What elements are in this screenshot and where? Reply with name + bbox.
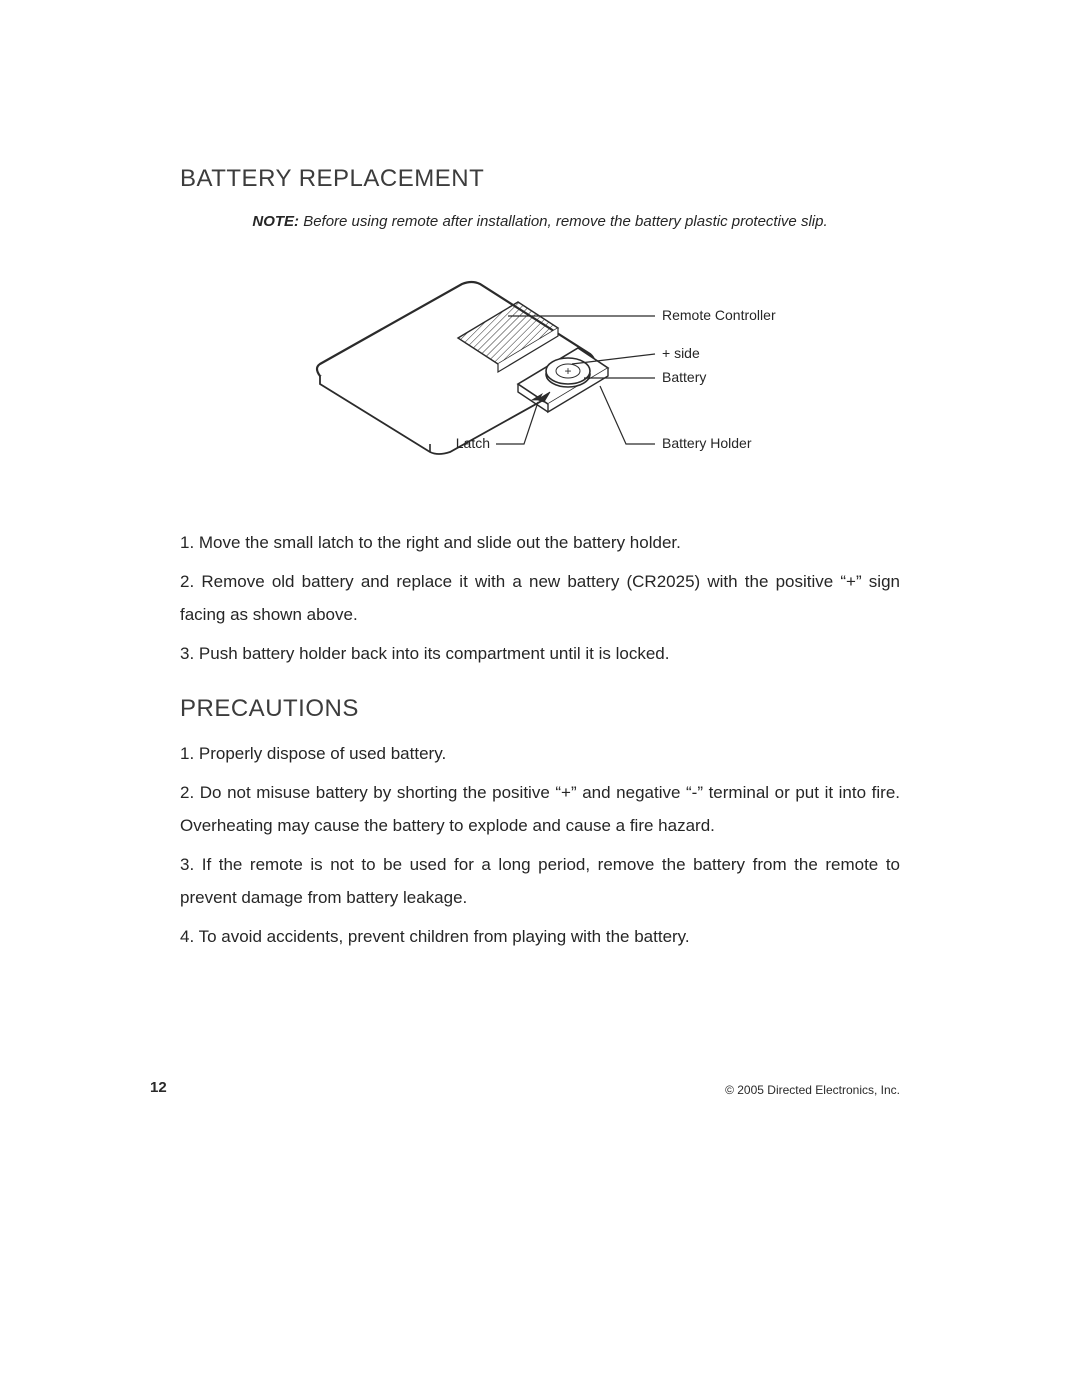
section1-steps: 1. Move the small latch to the right and… <box>180 526 900 671</box>
battery-diagram: + Remote Controller + side <box>280 244 800 494</box>
note-text: Before using remote after installation, … <box>299 213 828 230</box>
note-line: NOTE: Before using remote after installa… <box>180 213 900 230</box>
page: BATTERY REPLACEMENT NOTE: Before using r… <box>0 0 1080 1397</box>
label-plus-side: + side <box>662 345 700 361</box>
precaution-3: 3. If the remote is not to be used for a… <box>180 848 900 914</box>
label-remote-controller: Remote Controller <box>662 307 776 323</box>
label-battery-holder: Battery Holder <box>662 435 752 451</box>
label-latch: Latch <box>456 435 490 451</box>
heading-battery-replacement: BATTERY REPLACEMENT <box>180 165 900 193</box>
precaution-2: 2. Do not misuse battery by shorting the… <box>180 776 900 842</box>
label-battery: Battery <box>662 369 706 385</box>
step-2: 2. Remove old battery and replace it wit… <box>180 565 900 631</box>
section2-steps: 1. Properly dispose of used battery. 2. … <box>180 737 900 954</box>
heading-precautions: PRECAUTIONS <box>180 695 900 723</box>
figure-wrap: + Remote Controller + side <box>180 244 900 494</box>
svg-text:+: + <box>564 364 571 378</box>
page-number: 12 <box>150 1079 167 1096</box>
footer: 12 © 2005 Directed Electronics, Inc. <box>0 1079 1080 1097</box>
precaution-4: 4. To avoid accidents, prevent children … <box>180 920 900 953</box>
step-3: 3. Push battery holder back into its com… <box>180 637 900 670</box>
note-label: NOTE: <box>252 213 299 230</box>
copyright: © 2005 Directed Electronics, Inc. <box>725 1083 900 1097</box>
step-1: 1. Move the small latch to the right and… <box>180 526 900 559</box>
precaution-1: 1. Properly dispose of used battery. <box>180 737 900 770</box>
